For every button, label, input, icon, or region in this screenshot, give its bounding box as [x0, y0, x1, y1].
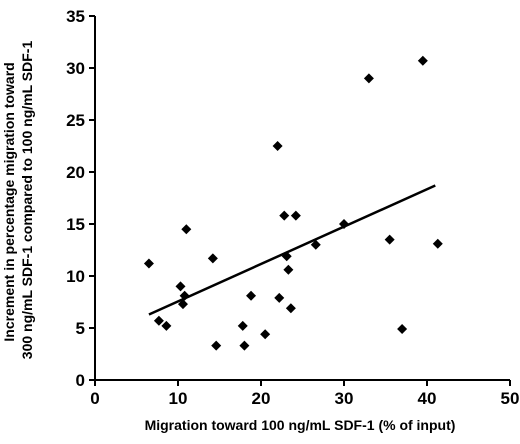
data-point — [211, 340, 222, 351]
data-point — [285, 303, 296, 314]
y-tick-label: 30 — [66, 59, 85, 78]
data-point — [260, 329, 271, 340]
data-point — [179, 290, 190, 301]
y-tick-label: 15 — [66, 215, 85, 234]
x-tick-label: 50 — [501, 389, 520, 408]
y-axis-title-line-2: 300 ng/mL SDF-1 compared to 100 ng/mL SD… — [19, 41, 35, 360]
trendline — [148, 184, 436, 316]
y-tick-label: 25 — [66, 111, 85, 130]
data-point — [153, 315, 164, 326]
y-axis-title-line-1: Increment in percentage migration toward — [1, 62, 17, 341]
data-point — [281, 251, 292, 262]
data-point — [363, 73, 374, 84]
data-point — [417, 55, 428, 66]
data-point — [279, 210, 290, 221]
trendline-group — [148, 184, 436, 316]
data-point — [339, 219, 349, 229]
data-point — [175, 281, 186, 292]
data-point — [290, 210, 301, 221]
data-point — [181, 224, 192, 235]
x-tick-label: 10 — [169, 389, 188, 408]
y-axis-title: Increment in percentage migration toward… — [1, 41, 35, 360]
x-axis-title: Migration toward 100 ng/mL SDF-1 (% of i… — [145, 417, 456, 433]
data-point — [283, 264, 294, 275]
data-point — [246, 290, 257, 301]
data-point — [384, 234, 395, 245]
data-point — [432, 238, 443, 249]
data-points — [143, 55, 443, 351]
x-tick-label: 0 — [90, 389, 99, 408]
data-point — [143, 258, 154, 269]
data-point — [274, 292, 285, 303]
x-tick-label: 40 — [418, 389, 437, 408]
axes: 0 5 10 15 20 25 30 35 0 10 20 30 40 50 — [66, 7, 519, 408]
x-tick-label: 30 — [335, 389, 354, 408]
y-tick-label: 0 — [76, 371, 85, 390]
data-point — [397, 324, 408, 335]
data-point — [272, 141, 283, 151]
data-point — [237, 320, 248, 331]
data-point — [161, 320, 172, 331]
data-point — [207, 253, 218, 264]
data-point — [310, 239, 321, 250]
data-point — [239, 340, 250, 351]
y-tick-label: 35 — [66, 7, 85, 26]
y-tick-label: 10 — [66, 267, 85, 286]
y-tick-label: 20 — [66, 163, 85, 182]
x-tick-label: 20 — [252, 389, 271, 408]
data-point — [177, 299, 188, 310]
y-tick-label: 5 — [76, 319, 85, 338]
